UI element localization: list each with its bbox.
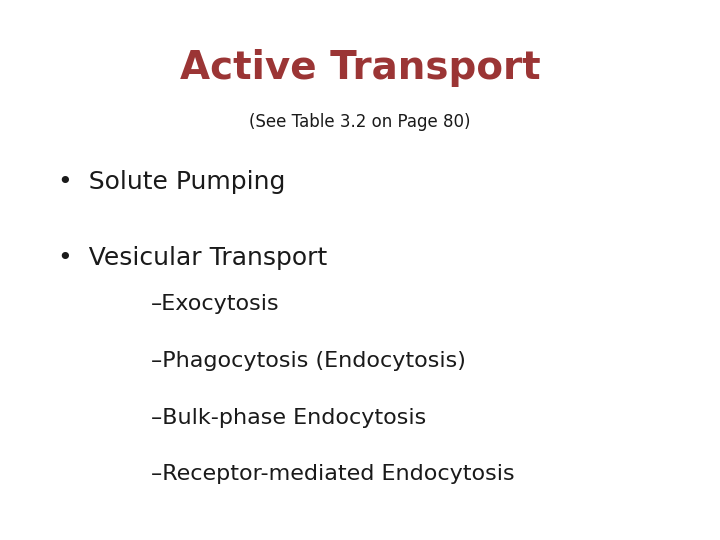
Text: –Exocytosis: –Exocytosis [151,294,280,314]
Text: –Bulk-phase Endocytosis: –Bulk-phase Endocytosis [151,408,426,428]
Text: •  Vesicular Transport: • Vesicular Transport [58,246,327,269]
Text: •  Solute Pumping: • Solute Pumping [58,170,285,194]
Text: (See Table 3.2 on Page 80): (See Table 3.2 on Page 80) [249,113,471,131]
Text: –Phagocytosis (Endocytosis): –Phagocytosis (Endocytosis) [151,351,466,371]
Text: Active Transport: Active Transport [180,49,540,86]
Text: –Receptor-mediated Endocytosis: –Receptor-mediated Endocytosis [151,464,515,484]
